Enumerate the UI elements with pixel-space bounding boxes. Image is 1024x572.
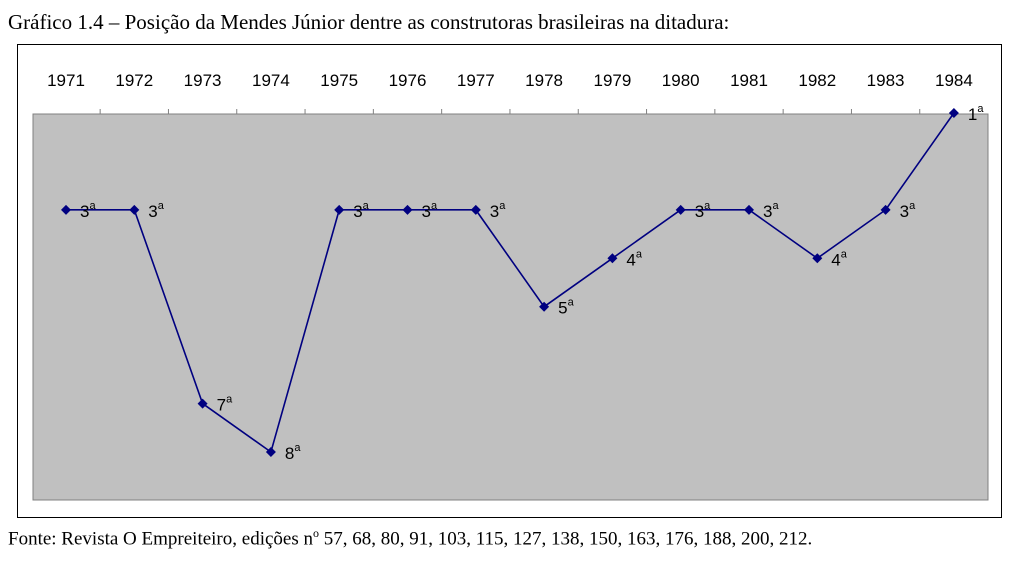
data-label: 4a [626, 248, 642, 269]
x-tick-label: 1980 [662, 71, 700, 90]
source-suffix: 57, 68, 80, 91, 103, 115, 127, 138, 150,… [318, 528, 813, 550]
data-point [675, 204, 686, 215]
source-prefix: Fonte: Revista O Empreiteiro, edições n [8, 528, 313, 550]
figure-source-note: Fonte: Revista O Empreiteiro, edições no… [8, 526, 812, 550]
series-line [66, 112, 955, 454]
x-tick-label: 1975 [320, 71, 358, 90]
data-label: 3a [148, 200, 164, 221]
data-label: 3a [763, 200, 779, 221]
source-ordinal: o [312, 526, 319, 540]
x-tick-label: 1977 [457, 71, 495, 90]
data-point [129, 204, 140, 215]
x-tick-label: 1971 [47, 71, 85, 90]
data-label: 3a [900, 200, 916, 221]
x-tick-label: 1974 [252, 71, 290, 90]
data-point [265, 447, 276, 457]
figure-caption-title: Gráfico 1.4 – Posição da Mendes Júnior d… [8, 10, 730, 34]
data-label: 3a [490, 200, 506, 221]
data-label: 4a [831, 248, 847, 269]
x-tick-label: 1972 [115, 71, 153, 90]
data-point [470, 204, 481, 215]
plot-area [32, 113, 989, 501]
data-label: 5a [558, 297, 574, 318]
data-point [607, 253, 618, 264]
x-tick-label: 1973 [184, 71, 222, 90]
x-tick-label: 1982 [798, 71, 836, 90]
data-label: 3a [422, 200, 438, 221]
data-label: 8a [285, 442, 301, 463]
data-point [880, 204, 891, 215]
data-point [539, 301, 550, 312]
data-point [402, 204, 413, 215]
data-point [812, 253, 823, 264]
x-tick-label: 1983 [867, 71, 905, 90]
data-point [61, 204, 71, 215]
data-point [744, 204, 754, 215]
data-label: 3a [353, 200, 369, 221]
x-tick-label: 1976 [389, 71, 427, 90]
data-point [334, 204, 345, 215]
data-label: 7a [217, 394, 233, 415]
data-label: 3a [695, 200, 711, 221]
x-tick-label: 1984 [935, 71, 973, 90]
x-tick-label: 1981 [730, 71, 768, 90]
data-point [948, 108, 959, 118]
x-tick-label: 1979 [593, 71, 631, 90]
data-label: 3a [80, 200, 96, 221]
x-tick-label: 1978 [525, 71, 563, 90]
data-label: 1a [968, 103, 984, 124]
data-point [197, 398, 208, 409]
